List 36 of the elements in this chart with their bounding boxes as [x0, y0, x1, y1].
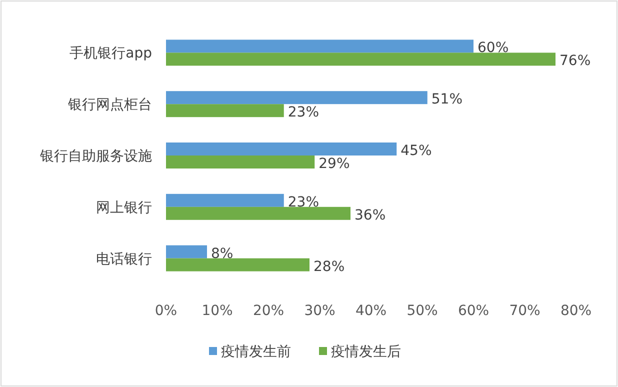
bar: [166, 206, 350, 220]
x-tick-label: 0%: [154, 303, 178, 319]
data-label: 76%: [560, 53, 591, 70]
bar: [166, 245, 207, 258]
bar: [166, 258, 310, 272]
y-tick-label: 银行自助服务设施: [39, 148, 152, 164]
bar: [166, 40, 474, 53]
x-tick-label: 20%: [252, 303, 284, 319]
x-tick-label: 30%: [304, 303, 336, 319]
y-tick-label: 电话银行: [96, 251, 152, 268]
x-tick-label: 50%: [406, 303, 438, 319]
bar: [166, 104, 284, 118]
x-tick-label: 40%: [355, 303, 387, 319]
legend-label: 疫情发生前: [221, 344, 291, 360]
data-label: 60%: [478, 40, 509, 56]
data-label: 8%: [211, 246, 234, 262]
y-tick-label: 银行网点柜台: [67, 97, 152, 114]
x-tick-label: 60%: [458, 303, 490, 319]
data-label: 36%: [354, 207, 386, 224]
data-label: 45%: [400, 143, 432, 159]
data-label: 51%: [431, 92, 462, 108]
data-label: 29%: [318, 156, 350, 172]
legend-label: 疫情发生后: [331, 344, 401, 360]
x-tick-label: 70%: [509, 303, 540, 319]
y-tick-label: 手机银行app: [70, 46, 152, 62]
y-tick-label: 网上银行: [96, 200, 152, 216]
bar: [166, 156, 315, 168]
data-label: 28%: [314, 258, 345, 275]
bar: [166, 91, 428, 104]
x-tick-label: 10%: [202, 303, 233, 319]
data-label: 23%: [288, 194, 319, 210]
bar: [166, 142, 397, 156]
bar: [166, 194, 284, 207]
bar: [166, 52, 556, 66]
x-tick-label: 80%: [560, 303, 592, 319]
data-label: 23%: [288, 104, 319, 121]
